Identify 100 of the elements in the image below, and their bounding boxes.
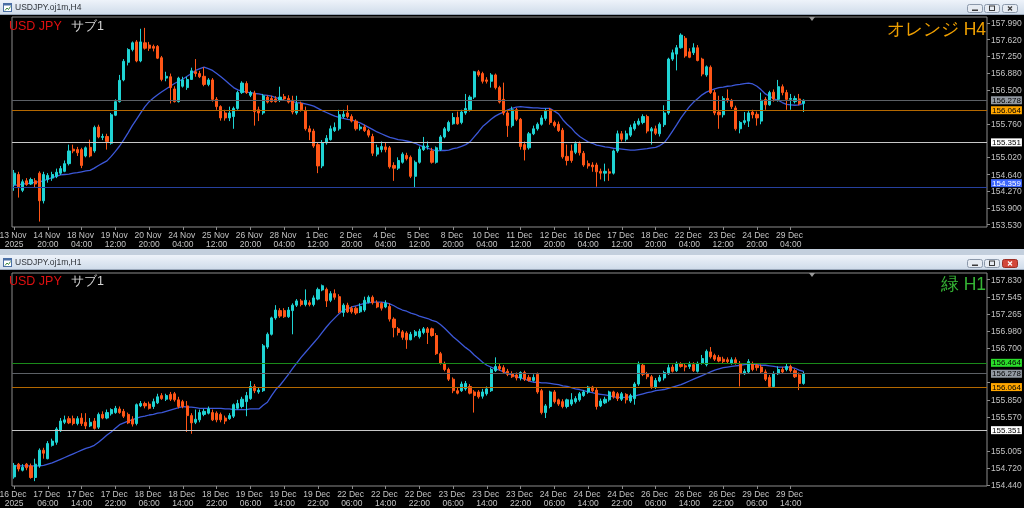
- candlestick: [291, 302, 294, 335]
- x-tick-label: 29 Dec 06:00: [742, 488, 772, 508]
- y-tick-label: 155.760: [991, 118, 1022, 129]
- candlestick: [709, 346, 712, 360]
- candlestick: [646, 114, 649, 134]
- x-tick-label: 17 Dec 22:00: [100, 488, 131, 508]
- candlestick: [654, 125, 657, 136]
- candlestick: [169, 391, 172, 402]
- candlestick: [17, 462, 20, 472]
- candlestick: [346, 104, 349, 119]
- candlestick: [380, 140, 383, 153]
- candlestick: [177, 76, 180, 104]
- candlestick: [25, 177, 28, 187]
- x-tick-label: 2 Dec 20:00: [339, 229, 365, 250]
- candlestick: [629, 124, 632, 138]
- x-tick-label: 19 Dec 22:00: [303, 488, 333, 508]
- y-tick-label: 154.720: [991, 463, 1022, 474]
- candlestick: [705, 348, 708, 367]
- candlestick: [21, 178, 24, 193]
- x-tick-label: 26 Nov 20:00: [235, 229, 266, 250]
- candlestick: [760, 92, 763, 125]
- candlestick: [612, 390, 615, 400]
- x-tick-label: 5 Dec 12:00: [407, 229, 432, 250]
- x-tick-label: 11 Dec 12:00: [506, 229, 535, 250]
- candlestick: [603, 163, 607, 182]
- candlestick: [194, 409, 197, 425]
- ref-line-label: 155.351: [992, 425, 1022, 435]
- candlestick: [101, 410, 104, 420]
- candlestick: [38, 170, 41, 223]
- x-tick-label: 12 Dec 20:00: [539, 229, 570, 250]
- y-tick-label: 153.530: [991, 219, 1022, 230]
- candlestick: [29, 463, 33, 480]
- text: 緑 H1: [940, 273, 986, 294]
- candlestick: [329, 125, 332, 142]
- y-tick-label: 155.570: [991, 411, 1022, 422]
- candlestick: [734, 356, 737, 366]
- ref-line-label: 156.278: [992, 95, 1022, 105]
- y-tick-label: 154.270: [991, 186, 1022, 197]
- ref-line-label: 154.359: [992, 178, 1022, 188]
- candlestick: [502, 364, 505, 375]
- annotation: サブ1: [71, 19, 104, 33]
- candlestick: [498, 363, 501, 372]
- candlestick: [346, 302, 349, 314]
- candlestick: [405, 330, 408, 350]
- x-tick-label: 16 Dec 04:00: [573, 229, 603, 250]
- candlestick: [515, 372, 518, 381]
- candlestick: [42, 447, 45, 460]
- candlestick: [726, 88, 729, 104]
- x-tick-label: 13 Nov 2025: [0, 229, 29, 250]
- chart-title: USDJPY.oj1m,H1: [15, 257, 82, 267]
- candlestick: [67, 415, 71, 425]
- candlestick: [278, 86, 282, 103]
- chart-title: USDJPY.oj1m,H4: [15, 2, 82, 12]
- candlestick: [363, 296, 366, 313]
- candlestick: [511, 370, 514, 379]
- candlestick: [181, 399, 184, 409]
- candlestick: [781, 366, 784, 375]
- x-tick-label: 20 Nov 20:00: [134, 229, 164, 250]
- x-tick-label: 22 Dec 04:00: [674, 229, 705, 250]
- candlestick: [295, 95, 298, 116]
- candlestick: [802, 98, 805, 113]
- x-tick-label: 19 Dec 14:00: [269, 488, 299, 508]
- y-tick-label: 157.990: [991, 17, 1022, 28]
- x-tick-label: 18 Dec 14:00: [168, 488, 198, 508]
- candlestick: [143, 27, 147, 51]
- x-tick-label: 24 Dec 06:00: [539, 488, 570, 508]
- candlestick: [135, 402, 138, 426]
- candlestick: [692, 42, 695, 56]
- x-tick-label: 4 Dec 04:00: [373, 229, 398, 250]
- y-tick-label: 157.620: [991, 34, 1022, 45]
- candlestick: [29, 177, 33, 186]
- candlestick: [764, 96, 767, 111]
- candlestick: [177, 396, 180, 409]
- candlestick: [384, 299, 387, 309]
- candlestick: [485, 385, 488, 397]
- annotation: サブ1: [71, 274, 104, 288]
- candlestick: [701, 57, 704, 77]
- candlestick: [544, 107, 547, 122]
- candlestick: [97, 412, 100, 430]
- candlestick: [89, 139, 92, 158]
- y-tick-label: 153.900: [991, 202, 1022, 213]
- y-tick-label: 156.700: [991, 343, 1022, 354]
- candlestick: [257, 386, 260, 395]
- text: オレンジ H4: [886, 18, 986, 39]
- candlestick: [135, 39, 138, 63]
- candlestick: [481, 388, 484, 400]
- x-tick-label: 18 Dec 20:00: [641, 229, 671, 250]
- candlestick: [692, 361, 695, 373]
- x-tick-label: 28 Nov 04:00: [269, 229, 299, 250]
- annotation: USD JPY: [9, 19, 62, 33]
- x-tick-label: 26 Dec 06:00: [641, 488, 671, 508]
- candlestick: [194, 58, 197, 78]
- candlestick: [650, 126, 653, 146]
- candlestick: [608, 168, 611, 182]
- x-tick-label: 17 Dec 12:00: [607, 229, 637, 250]
- candlestick: [409, 154, 412, 179]
- candlestick: [574, 140, 577, 155]
- ref-line-label: 155.351: [992, 137, 1022, 147]
- candlestick: [122, 408, 125, 419]
- candlestick: [595, 162, 598, 188]
